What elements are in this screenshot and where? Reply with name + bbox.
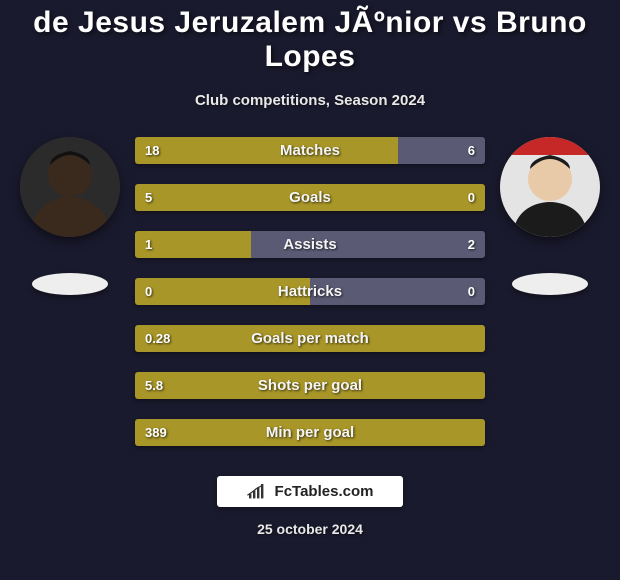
stat-bar-left-segment bbox=[135, 137, 398, 164]
avatar-right-svg bbox=[500, 137, 600, 237]
player-right-column bbox=[490, 137, 610, 295]
page-title: de Jesus Jeruzalem JÃºnior vs Bruno Lope… bbox=[10, 6, 610, 74]
player-left-column bbox=[10, 137, 130, 295]
date-text: 25 october 2024 bbox=[257, 521, 363, 537]
player-left-avatar bbox=[20, 137, 120, 237]
stat-bar-right-segment bbox=[398, 137, 486, 164]
avatar-left-svg bbox=[20, 137, 120, 237]
stats-bars: Matches186 Goals50 Assists12 Hattricks00 Goa… bbox=[135, 137, 485, 446]
comparison-card: de Jesus Jeruzalem JÃºnior vs Bruno Lope… bbox=[0, 0, 620, 580]
stat-bar-left-segment bbox=[135, 184, 485, 211]
stat-bar-right-segment bbox=[251, 231, 486, 258]
stat-bar: Goals per match0.28 bbox=[135, 325, 485, 352]
stat-bar-right-segment bbox=[310, 278, 485, 305]
player-left-club-badge bbox=[32, 273, 108, 295]
player-right-club-badge bbox=[512, 273, 588, 295]
player-right-avatar bbox=[500, 137, 600, 237]
branding-badge: FcTables.com bbox=[217, 476, 404, 507]
stat-bar: Hattricks00 bbox=[135, 278, 485, 305]
content-row: Matches186 Goals50 Assists12 Hattricks00 Goa… bbox=[10, 137, 610, 446]
subtitle: Club competitions, Season 2024 bbox=[195, 92, 425, 109]
branding-text: FcTables.com bbox=[275, 483, 374, 500]
stat-bar-left-segment bbox=[135, 231, 251, 258]
stat-bar-left-segment bbox=[135, 419, 485, 446]
stat-bar: Shots per goal5.8 bbox=[135, 372, 485, 399]
stat-bar: Min per goal389 bbox=[135, 419, 485, 446]
stat-bar-left-segment bbox=[135, 278, 310, 305]
stat-bar: Goals50 bbox=[135, 184, 485, 211]
stat-bar-left-segment bbox=[135, 372, 485, 399]
branding-chart-icon bbox=[247, 484, 267, 500]
stat-bar: Matches186 bbox=[135, 137, 485, 164]
stat-bar-left-segment bbox=[135, 325, 485, 352]
stat-bar: Assists12 bbox=[135, 231, 485, 258]
